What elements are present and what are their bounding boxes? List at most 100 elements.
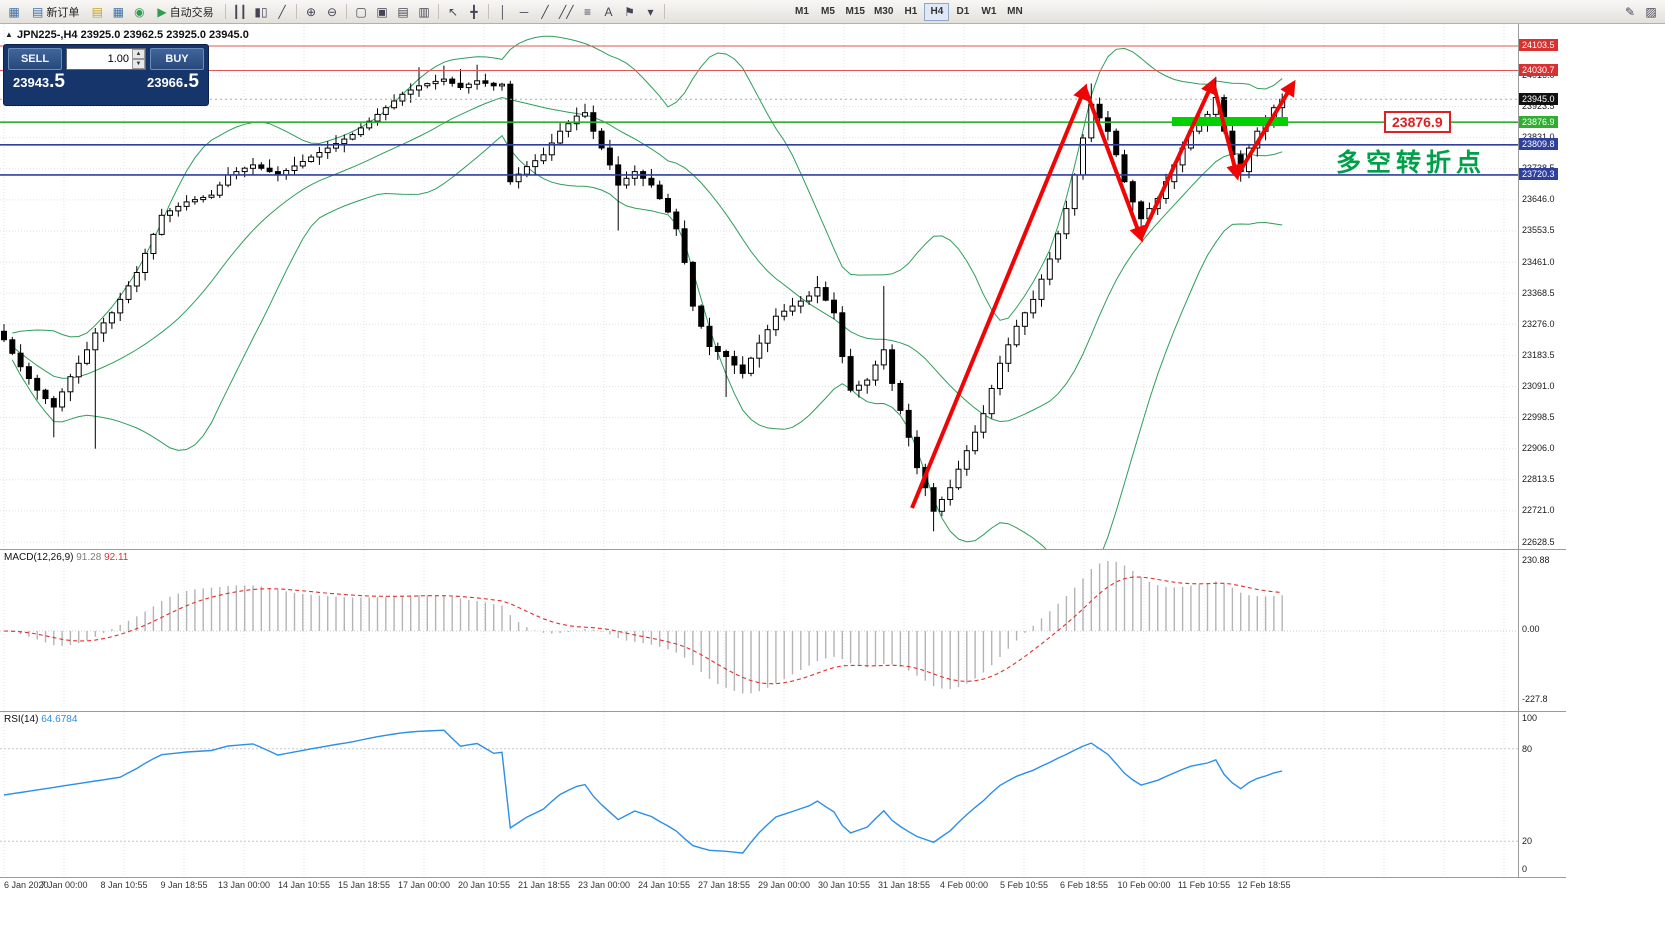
label-tool-button[interactable]: ⚑ — [619, 2, 639, 22]
panels-button[interactable]: ▨ — [1641, 2, 1661, 22]
trendline-tool-button[interactable]: ╱ — [535, 2, 555, 22]
zoom-in-icon: ⊕ — [306, 4, 317, 19]
history-center-button[interactable]: ◉ — [129, 2, 149, 22]
market-watch-button[interactable]: ▦ — [108, 2, 128, 22]
channel-tool-button[interactable]: ╱╱ — [556, 2, 576, 22]
price-annotation-tag[interactable]: 23876.9 — [1384, 111, 1451, 133]
cursor-tool-button[interactable]: ↖ — [443, 2, 463, 22]
time-axis[interactable]: 6 Jan 2020 7 Jan 00:00 8 Jan 10:55 9 Jan 18… — [0, 877, 1566, 895]
price-axis-label: 22721.0 — [1522, 505, 1555, 516]
toolbar: ▦ ▤ 新订单 ▤ ▦ ◉ ▶ 自动交易 ┃┃ ▮▯ ╱ ⊕ ⊖ ▢ ▣ ▤ ▥ ↖… — [0, 0, 1665, 24]
tile-vertical-button[interactable]: ▥ — [414, 2, 434, 22]
toolbar-separator — [664, 4, 666, 19]
main-chart[interactable] — [0, 24, 1518, 549]
time-axis-label: 23 Jan 00:00 — [577, 880, 631, 890]
edit-button[interactable]: ✎ — [1620, 2, 1640, 22]
timeframe-m5-button[interactable]: M5 — [815, 3, 840, 21]
zoom-in-button[interactable]: ⊕ — [301, 2, 321, 22]
price-axis-label: 23183.5 — [1522, 349, 1555, 360]
fibonacci-tool-button[interactable]: ≡ — [577, 2, 597, 22]
price-axis-badge: 23809.8 — [1519, 138, 1558, 151]
new-order-label: 新订单 — [46, 6, 80, 19]
price-axis-label: 22998.5 — [1522, 412, 1555, 423]
zoom-out-button[interactable]: ⊖ — [322, 2, 342, 22]
volume-down-button[interactable]: ▼ — [132, 59, 145, 69]
new-order-icon: ▤ — [32, 4, 44, 19]
autotrading-label: 自动交易 — [169, 6, 214, 19]
volume-up-button[interactable]: ▲ — [132, 49, 145, 59]
timeframe-m15-button[interactable]: M15 — [841, 3, 868, 21]
timeframe-w1-button[interactable]: W1 — [976, 3, 1001, 21]
time-axis-label: 12 Feb 18:55 — [1237, 880, 1291, 890]
bid-ask-prices: 23943.5 23966.5 — [8, 71, 204, 93]
timeframe-d1-button[interactable]: D1 — [950, 3, 975, 21]
price-axis-label: 22906.0 — [1522, 443, 1555, 454]
turning-point-note[interactable]: 多空转折点 — [1336, 149, 1487, 177]
timeframe-m30-button[interactable]: M30 — [870, 3, 897, 21]
rsi-pane[interactable] — [0, 712, 1518, 876]
cursor-icon: ↖ — [448, 4, 459, 19]
time-axis-label: 6 Jan 2020 — [4, 880, 49, 890]
autotrading-button[interactable]: ▶ 自动交易 — [150, 2, 220, 22]
new-chart-icon: ▢ — [355, 4, 367, 19]
time-axis-label: 15 Jan 18:55 — [337, 880, 391, 890]
time-axis-label: 7 Jan 00:00 — [40, 880, 88, 890]
pane-separator[interactable] — [0, 711, 1566, 712]
sell-price-main: 23943 — [13, 75, 50, 90]
macd-axis-label: 0.00 — [1522, 624, 1540, 634]
time-axis-label: 8 Jan 10:55 — [100, 880, 148, 890]
shapes-dropdown-button[interactable]: ▾ — [640, 2, 660, 22]
macd-axis-label: 230.88 — [1522, 555, 1550, 565]
fibonacci-icon: ≡ — [583, 4, 591, 19]
timeframe-group: M1 M5 M15 M30 H1 H4 D1 W1 MN — [789, 2, 1027, 21]
horizontal-line-tool-button[interactable]: ─ — [514, 2, 534, 22]
vertical-line-tool-button[interactable]: │ — [493, 2, 513, 22]
rsi-axis[interactable]: 100 80 20 0 — [1519, 712, 1566, 877]
macd-axis[interactable]: 230.88 0.00 -227.8 — [1519, 550, 1566, 711]
price-axis-badge: 23876.9 — [1519, 115, 1558, 128]
line-chart-button[interactable]: ╱ — [272, 2, 292, 22]
timeframe-h4-button[interactable]: H4 — [924, 2, 950, 21]
pane-separator[interactable] — [0, 549, 1566, 550]
bar-chart-button[interactable]: ┃┃ — [230, 2, 250, 22]
trendline-icon: ╱ — [541, 4, 549, 19]
new-order-button[interactable]: ▤ 新订单 — [25, 2, 86, 22]
label-tool-icon: ⚑ — [624, 4, 635, 19]
toolbar-separator — [224, 4, 226, 19]
time-axis-label: 5 Feb 10:55 — [999, 880, 1049, 890]
time-axis-label: 21 Jan 18:55 — [517, 880, 571, 890]
new-chart-button[interactable]: ▢ — [351, 2, 371, 22]
price-axis-badge: 23945.0 — [1519, 92, 1558, 105]
timeframe-mn-button[interactable]: MN — [1002, 3, 1027, 21]
timeframe-m1-button[interactable]: M1 — [789, 3, 814, 21]
price-axis[interactable]: 24016.023923.523831.023738.523646.023553… — [1519, 24, 1566, 549]
channel-icon: ╱╱ — [559, 4, 574, 19]
profiles-button[interactable]: ▤ — [87, 2, 107, 22]
sell-button[interactable]: SELL — [8, 48, 62, 70]
volume-input[interactable] — [67, 49, 132, 69]
horizontal-line-icon: ─ — [519, 4, 529, 19]
tile-vertical-icon: ▥ — [418, 4, 430, 19]
chart-window-button[interactable]: ▦ — [4, 2, 24, 22]
rsi-axis-label: 100 — [1522, 712, 1538, 723]
price-axis-label: 23368.5 — [1522, 287, 1555, 298]
time-axis-label: 20 Jan 10:55 — [457, 880, 511, 890]
crosshair-icon: ╋ — [470, 4, 478, 19]
time-axis-label: 31 Jan 18:55 — [877, 880, 931, 890]
text-tool-button[interactable]: A — [598, 2, 618, 22]
buy-price: 23966.5 — [147, 71, 199, 93]
cascade-windows-button[interactable]: ▣ — [372, 2, 392, 22]
candlestick-chart-button[interactable]: ▮▯ — [251, 2, 271, 22]
crosshair-tool-button[interactable]: ╋ — [464, 2, 484, 22]
edit-icon: ✎ — [1624, 4, 1636, 19]
autotrading-play-icon: ▶ — [157, 4, 167, 19]
rsi-axis-label: 20 — [1522, 835, 1533, 846]
timeframe-h1-button[interactable]: H1 — [898, 3, 923, 21]
cascade-windows-icon: ▣ — [376, 4, 388, 19]
tile-horizontal-button[interactable]: ▤ — [393, 2, 413, 22]
macd-pane[interactable] — [0, 550, 1518, 710]
collapse-panel-button[interactable]: ▲ — [5, 30, 13, 39]
buy-button[interactable]: BUY — [150, 48, 204, 70]
price-axis-label: 23738.5 — [1522, 163, 1555, 173]
macd-main-value: 91.28 — [76, 552, 102, 563]
